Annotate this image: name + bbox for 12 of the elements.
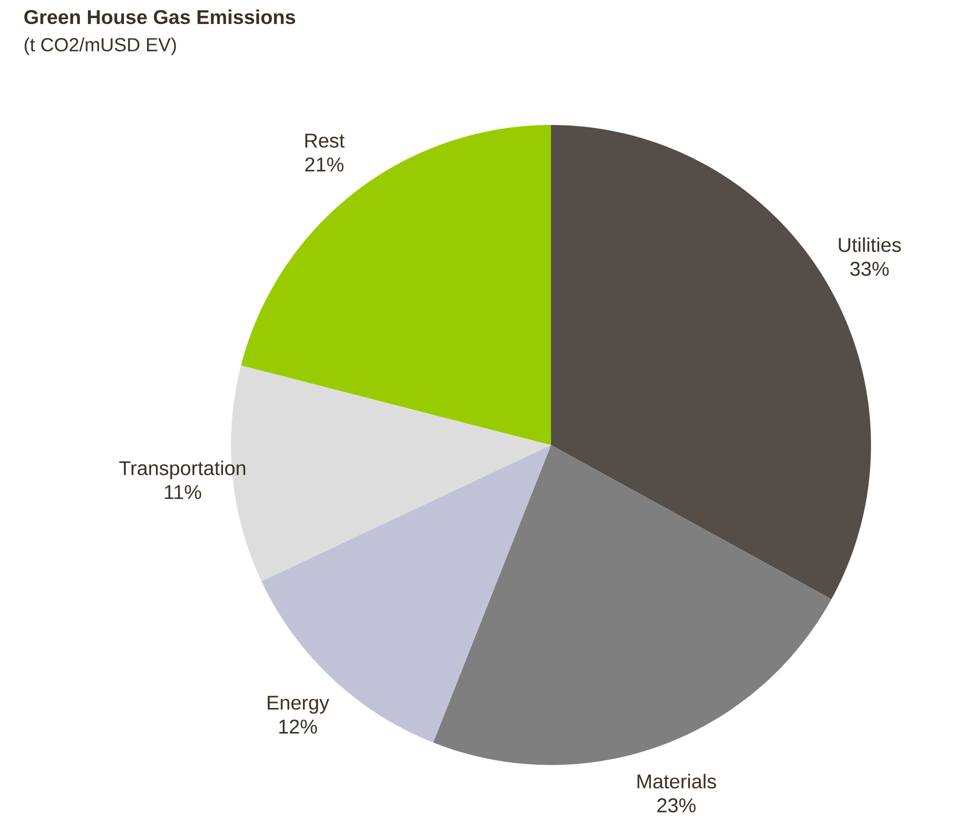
data-label: 11%: [164, 485, 202, 500]
slice-label: Materials: [638, 774, 716, 788]
data-label: 21%: [305, 157, 344, 172]
chart-subtitle: (t CO2/mUSD EV): [24, 38, 176, 56]
data-label: 33%: [850, 262, 889, 276]
slice-label: Transportation: [119, 460, 246, 480]
data-label: 12%: [279, 720, 317, 734]
slice-label: Rest: [305, 134, 345, 148]
chart-title: Green House Gas Emissions: [24, 10, 296, 24]
slice-label: Utilities: [838, 237, 901, 252]
data-label: 23%: [657, 798, 696, 812]
slice-label: Energy: [268, 696, 330, 714]
